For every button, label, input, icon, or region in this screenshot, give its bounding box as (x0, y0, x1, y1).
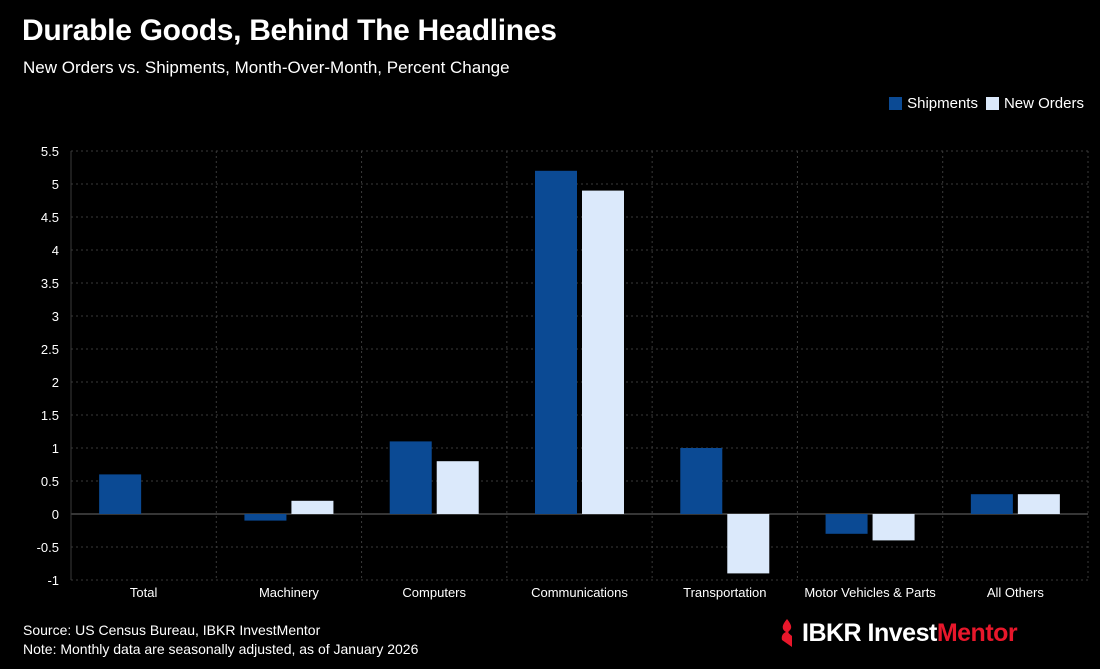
y-tick-label: 5.5 (41, 144, 59, 159)
y-tick-label: 3 (52, 309, 59, 324)
source-note: Source: US Census Bureau, IBKR InvestMen… (23, 622, 321, 638)
legend-item-new-orders: New Orders (985, 95, 1084, 112)
y-tick-label: 4.5 (41, 210, 59, 225)
bar-shipments-computers (389, 441, 432, 514)
x-tick-label: Machinery (259, 585, 319, 600)
chart-title: Durable Goods, Behind The Headlines (22, 14, 557, 47)
chart-subtitle: New Orders vs. Shipments, Month-Over-Mon… (23, 58, 510, 77)
y-tick-label: 0 (52, 507, 59, 522)
bar-shipments-communications (535, 170, 577, 515)
legend-swatch-shipments (889, 97, 903, 110)
x-tick-label: Communications (531, 585, 628, 600)
bar-new-orders-all-others (1017, 494, 1060, 514)
ibkr-flame-icon (781, 619, 792, 647)
ibkr-logo: IBKR InvestMentor (778, 618, 1018, 648)
bar-new-orders-transportation (727, 514, 770, 574)
bar-new-orders-machinery (291, 500, 334, 514)
y-tick-label: 2.5 (41, 342, 59, 357)
y-tick-label: 5 (52, 177, 59, 192)
legend-item-shipments: Shipments (889, 95, 978, 112)
x-tick-label: All Others (987, 585, 1045, 600)
logo-text-main: IBKR Invest (802, 618, 937, 647)
x-tick-label: Motor Vehicles & Parts (804, 585, 936, 600)
bar-shipments-transportation (680, 448, 723, 514)
bar-shipments-machinery (244, 514, 287, 521)
bar-shipments-all-others (970, 494, 1013, 514)
y-tick-label: 1.5 (41, 408, 59, 423)
x-tick-label: Computers (402, 585, 466, 600)
bar-new-orders-communications (582, 190, 624, 514)
x-tick-label: Total (130, 585, 158, 600)
bar-new-orders-computers (436, 461, 479, 514)
y-tick-label: 2 (52, 375, 59, 390)
y-tick-label: -1 (47, 573, 59, 588)
y-tick-label: 0.5 (41, 474, 59, 489)
legend-label-new-orders: New Orders (1003, 95, 1084, 112)
bar-shipments-total (99, 474, 142, 514)
footer: Source: US Census Bureau, IBKR InvestMen… (23, 621, 418, 659)
logo-text-brand: Mentor (936, 618, 1018, 647)
legend-swatch-new-orders (985, 97, 999, 110)
y-tick-label: -0.5 (37, 540, 59, 555)
legend-label-shipments: Shipments (907, 95, 978, 112)
bar-new-orders-motor-vehicles-parts (872, 514, 915, 541)
legend: Shipments New Orders (889, 95, 1084, 112)
x-tick-label: Transportation (683, 585, 766, 600)
data-note: Note: Monthly data are seasonally adjust… (23, 641, 419, 657)
y-tick-label: 4 (52, 243, 59, 258)
y-tick-label: 1 (52, 441, 59, 456)
bar-shipments-motor-vehicles-parts (825, 514, 868, 534)
y-tick-label: 3.5 (41, 276, 59, 291)
logo-wordmark: IBKR InvestMentor (802, 618, 1018, 648)
